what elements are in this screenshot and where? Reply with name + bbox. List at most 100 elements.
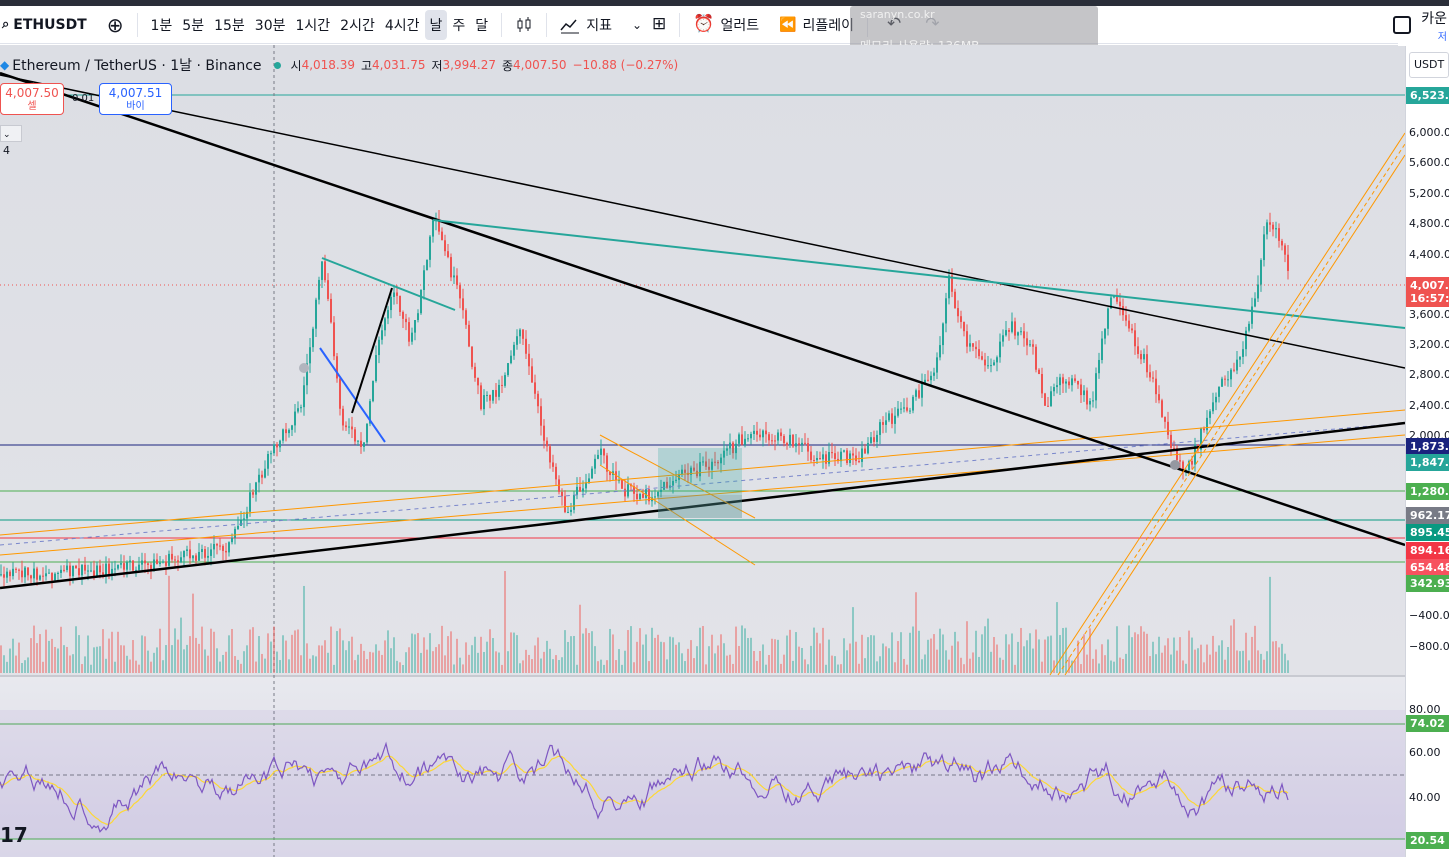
candle-body — [1158, 394, 1160, 401]
interval-30m[interactable]: 30분 — [254, 17, 286, 34]
volume-bar — [1047, 636, 1049, 673]
volume-bar — [756, 660, 758, 673]
candle-body — [210, 549, 212, 556]
candle-body — [1146, 354, 1148, 373]
interval-1m[interactable]: 1분 — [150, 17, 173, 34]
volume-bar — [1188, 630, 1190, 673]
pane-separator[interactable] — [0, 675, 1405, 677]
volume-bar — [987, 618, 989, 673]
indicators-button[interactable]: 지표 — [555, 10, 617, 40]
volume-bar — [816, 632, 818, 673]
candle-body — [468, 324, 470, 347]
volume-bar — [633, 662, 635, 673]
replay-button[interactable]: ⏪ 리플레이 — [774, 10, 859, 40]
compare-add-button[interactable]: ⊕ — [102, 10, 129, 40]
volume-bar — [186, 644, 188, 673]
chart-type-button[interactable] — [510, 10, 538, 40]
volume-bar — [969, 658, 971, 673]
volume-bar — [138, 664, 140, 673]
candle-body — [1062, 377, 1064, 384]
volume-bar — [654, 637, 656, 673]
candle-body — [1101, 338, 1103, 360]
candle-body — [576, 486, 578, 495]
candle-body — [393, 292, 395, 297]
volume-bar — [777, 639, 779, 673]
candle-body — [693, 467, 695, 471]
fullscreen-button[interactable] — [1393, 16, 1411, 34]
layouts-button[interactable]: ⊞ — [647, 10, 671, 40]
volume-bar — [435, 647, 437, 673]
candle-body — [63, 569, 65, 571]
volume-bar — [477, 652, 479, 673]
volume-bar — [414, 634, 416, 673]
candle-body — [807, 443, 809, 452]
interval-week[interactable]: 주 — [452, 17, 466, 34]
interval-day[interactable]: 날 — [424, 9, 448, 40]
volume-bar — [120, 645, 122, 673]
interval-2h[interactable]: 2시간 — [340, 17, 375, 34]
candle-body — [966, 331, 968, 347]
candle-body — [111, 568, 113, 574]
candle-body — [285, 429, 287, 434]
volume-bar — [657, 634, 659, 673]
currency-selector[interactable]: USDT — [1409, 52, 1449, 78]
volume-bar — [993, 637, 995, 673]
volume-bar — [666, 659, 668, 673]
buy-button[interactable]: 4,007.51 바이 — [99, 83, 172, 115]
candle-body — [750, 433, 752, 439]
candle-body — [36, 568, 38, 580]
volume-bar — [1260, 653, 1262, 673]
candle-body — [639, 493, 641, 500]
plus-circle-icon: ⊕ — [106, 12, 124, 37]
interval-5m[interactable]: 5분 — [182, 17, 205, 34]
candle-body — [486, 395, 488, 397]
alert-button[interactable]: ⏰ 얼러트 — [688, 10, 764, 40]
volume-bar — [951, 645, 953, 673]
candle-body — [1032, 344, 1034, 347]
volume-bar — [645, 634, 647, 673]
candle-body — [288, 429, 290, 434]
candle-body — [1089, 400, 1091, 405]
indicator-toggle[interactable]: ⌄ 4 — [0, 125, 22, 157]
replay-label: 리플레이 — [802, 17, 855, 34]
price-pane[interactable] — [0, 45, 1405, 675]
volume-bar — [1050, 635, 1052, 673]
volume-bar — [1278, 647, 1280, 673]
candle-body — [621, 480, 623, 489]
sell-button[interactable]: 4,007.50 셀 — [0, 83, 64, 115]
window-top-strip — [0, 0, 1449, 6]
volume-bar — [1104, 655, 1106, 673]
candle-body — [138, 564, 140, 570]
candle-body — [723, 450, 725, 458]
candle-body — [39, 575, 41, 580]
candle-body — [732, 442, 734, 454]
volume-bar — [603, 664, 605, 673]
candle-body — [153, 559, 155, 572]
candlestick-icon — [517, 16, 531, 32]
candle-body — [528, 353, 530, 367]
candle-body — [1263, 234, 1265, 261]
candle-body — [780, 432, 782, 437]
symbol-search-button[interactable]: ⌕ ETHUSDT — [0, 10, 92, 40]
candle-body — [942, 323, 944, 346]
volume-bar — [384, 640, 386, 673]
candle-body — [849, 453, 851, 464]
candle-body — [1068, 381, 1070, 386]
candle-body — [1218, 386, 1220, 397]
volume-bar — [378, 650, 380, 673]
chart-canvas[interactable] — [0, 45, 1405, 857]
interval-month[interactable]: 달 — [475, 17, 489, 34]
candle-body — [462, 298, 464, 311]
interval-4h[interactable]: 4시간 — [384, 17, 420, 34]
candle-body — [363, 442, 365, 447]
indicators-dropdown[interactable]: ⌄ — [627, 10, 647, 40]
volume-bar — [1182, 660, 1184, 673]
price-axis[interactable]: USDT 6,000.0 5,600.0 5,200.0 4,800.0 4,400.0… — [1405, 45, 1449, 857]
candle-body — [1104, 328, 1106, 339]
interval-1h[interactable]: 1시간 — [295, 17, 331, 34]
interval-15m[interactable]: 15분 — [214, 17, 245, 34]
candle-body — [567, 511, 569, 513]
candle-body — [228, 542, 230, 553]
candle-body — [294, 411, 296, 426]
volume-bar — [327, 652, 329, 673]
